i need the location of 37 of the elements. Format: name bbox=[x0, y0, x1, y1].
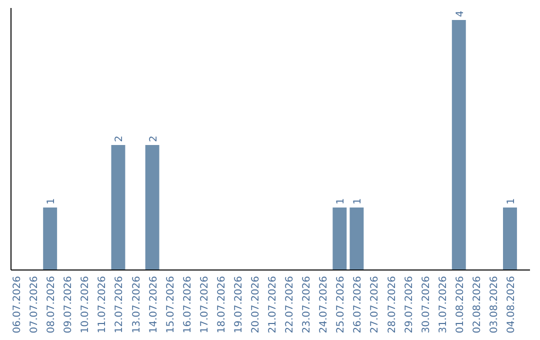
x-tick-label: 06.07.2026 bbox=[12, 276, 24, 334]
x-tick-label: 11.07.2026 bbox=[97, 276, 108, 334]
x-tick-label: 02.08.2026 bbox=[472, 276, 483, 334]
x-tick-label: 14.07.2026 bbox=[148, 276, 160, 334]
x-tick-label: 09.07.2026 bbox=[63, 276, 74, 334]
x-tick-label: 30.07.2026 bbox=[420, 276, 432, 334]
x-tick-label: 07.07.2026 bbox=[29, 276, 40, 334]
x-tick-label: 23.07.2026 bbox=[302, 276, 313, 334]
x-tick-label: 01.08.2026 bbox=[454, 276, 466, 334]
x-tick-label: 27.07.2026 bbox=[370, 276, 381, 334]
x-tick-label: 31.07.2026 bbox=[438, 276, 449, 334]
x-tick-label: 19.07.2026 bbox=[233, 276, 244, 334]
x-tick-label: 13.07.2026 bbox=[131, 276, 142, 334]
x-tick-label: 08.07.2026 bbox=[46, 276, 58, 334]
x-tick-label: 18.07.2026 bbox=[216, 276, 228, 334]
x-tick-label: 16.07.2026 bbox=[182, 276, 194, 334]
x-tick-label: 12.07.2026 bbox=[114, 276, 126, 334]
x-tick-label: 26.07.2026 bbox=[352, 276, 364, 334]
x-tick-label: 29.07.2026 bbox=[404, 276, 415, 334]
x-tick-label: 25.07.2026 bbox=[336, 276, 347, 334]
x-tick-label: 15.07.2026 bbox=[165, 276, 176, 334]
data-label: 1 bbox=[506, 198, 517, 204]
data-label: 2 bbox=[148, 136, 160, 142]
data-label: 1 bbox=[352, 198, 364, 204]
data-label: 2 bbox=[114, 136, 126, 142]
x-tick-label: 28.07.2026 bbox=[386, 276, 398, 334]
data-label: 4 bbox=[454, 10, 466, 17]
x-tick-label: 22.07.2026 bbox=[284, 276, 296, 334]
x-tick-label: 10.07.2026 bbox=[80, 276, 92, 334]
data-label: 1 bbox=[336, 198, 347, 204]
x-tick-label: 21.07.2026 bbox=[268, 276, 279, 334]
data-label: 1 bbox=[46, 198, 58, 204]
x-tick-label: 24.07.2026 bbox=[318, 276, 330, 334]
x-tick-label: 20.07.2026 bbox=[250, 276, 262, 334]
x-tick-label: 17.07.2026 bbox=[199, 276, 210, 334]
x-tick-label: 03.08.2026 bbox=[488, 276, 500, 334]
x-tick-label: 04.08.2026 bbox=[506, 276, 517, 334]
